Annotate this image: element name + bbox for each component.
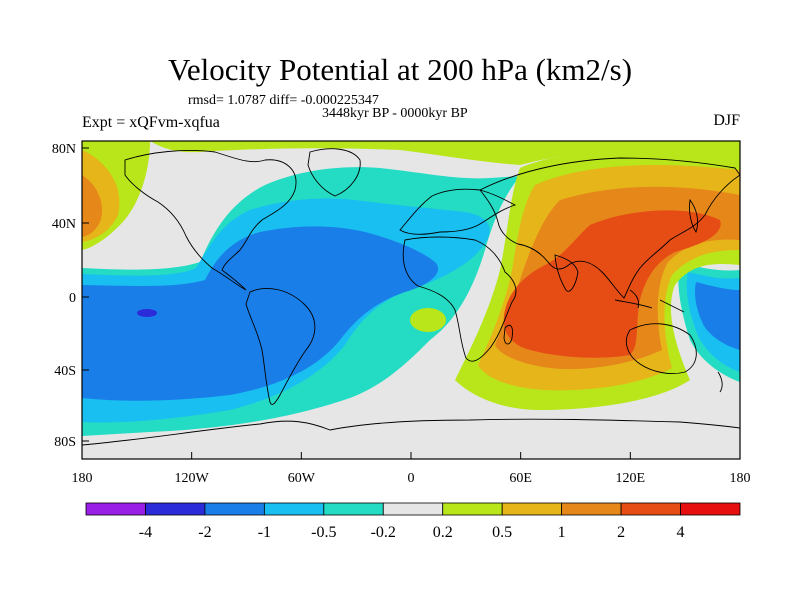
- colorbar-label: -1: [258, 524, 271, 541]
- y-tick-label: 0: [69, 291, 76, 306]
- x-tick-label: 120W: [175, 471, 210, 486]
- colorbar-label: -0.2: [371, 524, 396, 541]
- colorbar-label: -0.5: [311, 524, 336, 541]
- colorbar-swatch: [85, 502, 146, 516]
- colorbar-label: 1: [558, 524, 566, 541]
- colorbar-label: -2: [198, 524, 211, 541]
- experiment-label: Expt = xQFvm-xqfua: [82, 114, 220, 131]
- contour-fill: [82, 141, 740, 459]
- colorbar-swatch: [323, 502, 384, 516]
- colorbar-swatch: [145, 502, 206, 516]
- x-tick-label: 180: [730, 471, 751, 486]
- season-label: DJF: [713, 112, 740, 129]
- colorbar-label: 4: [677, 524, 685, 541]
- rmsd-stats: rmsd= 1.0787 diff= -0.000225347: [188, 93, 379, 108]
- y-tick-label: 40S: [54, 364, 76, 379]
- time-period: 3448kyr BP - 0000kyr BP: [322, 106, 468, 121]
- colorbar-swatch: [620, 502, 681, 516]
- colorbar-swatch: [204, 502, 265, 516]
- x-axis: 180 120W 60W 0 60E 120E 180: [72, 452, 751, 486]
- x-tick-label: 120E: [616, 471, 646, 486]
- colorbar-swatch: [561, 502, 622, 516]
- x-tick-label: 60E: [509, 471, 532, 486]
- x-tick-label: 60W: [288, 471, 316, 486]
- colorbar-swatch: [680, 502, 741, 516]
- coastlines: [82, 148, 740, 446]
- colorbar-label: -4: [139, 524, 152, 541]
- x-tick-label: 180: [72, 471, 93, 486]
- colorbar-label: 0.2: [433, 524, 453, 541]
- x-tick-label: 0: [408, 471, 415, 486]
- colorbar: -4 -2 -1 -0.5 -0.2 0.2 0.5 1 2 4: [85, 502, 741, 541]
- y-axis: 80N 40N 0 40S 80S: [52, 142, 89, 450]
- colorbar-label: 2: [617, 524, 625, 541]
- chart-title: Velocity Potential at 200 hPa (km2/s): [167, 52, 633, 87]
- y-tick-label: 40N: [52, 217, 76, 232]
- y-tick-label: 80N: [52, 142, 76, 157]
- colorbar-swatch: [382, 502, 444, 516]
- colorbar-swatch: [501, 502, 563, 516]
- colorbar-swatch: [442, 502, 503, 516]
- y-tick-label: 80S: [54, 435, 76, 450]
- colorbar-swatch: [263, 502, 325, 516]
- colorbar-label: 0.5: [492, 524, 512, 541]
